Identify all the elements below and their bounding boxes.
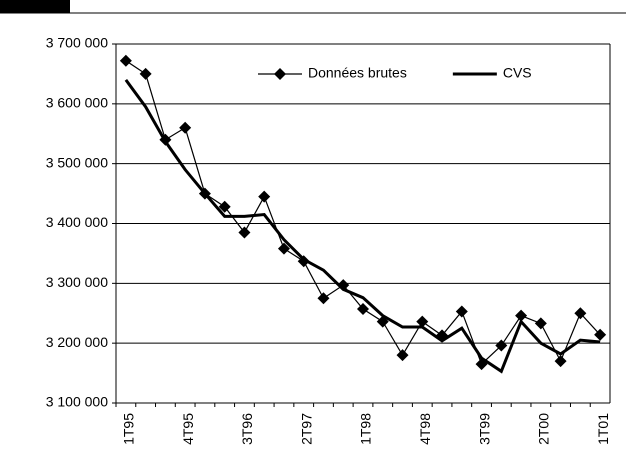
data-point: [534, 317, 547, 330]
data-point: [455, 305, 468, 318]
data-point: [179, 121, 192, 134]
data-point: [495, 339, 508, 352]
y-tick-label: 3 100 000: [46, 394, 108, 410]
legend-label: Données brutes: [308, 65, 407, 81]
x-tick-label: 4T98: [417, 413, 433, 445]
header-bar: [0, 0, 70, 13]
y-tick-label: 3 500 000: [46, 154, 108, 170]
data-point: [574, 307, 587, 320]
data-point: [119, 54, 132, 67]
data-point: [515, 309, 528, 322]
data-point: [416, 315, 429, 328]
x-tick-label: 2T97: [298, 413, 314, 445]
x-tick-label: 3T99: [476, 413, 492, 445]
data-point: [357, 303, 369, 316]
data-point: [396, 349, 409, 362]
y-tick-label: 3 300 000: [46, 274, 108, 290]
y-tick-label: 3 700 000: [46, 35, 108, 51]
data-point: [218, 200, 231, 213]
data-point: [554, 355, 567, 368]
series-line: [125, 60, 601, 366]
legend-label: CVS: [503, 65, 532, 81]
legend-marker: [274, 68, 286, 80]
y-tick-label: 3 400 000: [46, 214, 108, 230]
data-point: [139, 67, 152, 80]
data-point: [238, 226, 251, 239]
x-tick-label: 1T95: [121, 413, 137, 445]
x-tick-label: 1T01: [595, 413, 611, 445]
y-tick-label: 3 600 000: [46, 95, 108, 111]
data-point: [317, 292, 330, 305]
x-tick-label: 3T96: [239, 413, 255, 445]
x-tick-label: 4T95: [180, 413, 196, 445]
x-tick-label: 1T98: [358, 413, 374, 445]
data-point: [258, 190, 271, 203]
y-tick-label: 3 200 000: [46, 334, 108, 350]
x-tick-label: 2T00: [536, 413, 552, 445]
data-point: [594, 328, 607, 341]
series-line: [124, 79, 601, 374]
data-point: [277, 242, 290, 255]
